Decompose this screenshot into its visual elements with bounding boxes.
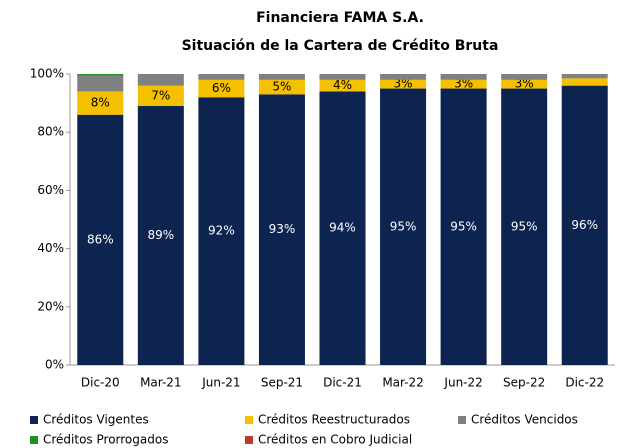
- y-tick-label: 40%: [37, 241, 64, 255]
- bar-segment: [258, 74, 305, 80]
- data-label: 94%: [329, 221, 356, 235]
- x-tick-label: Sep-22: [503, 376, 545, 390]
- bar-segment: [319, 79, 366, 92]
- data-label: 96%: [571, 218, 598, 232]
- legend-label: Créditos en Cobro Judicial: [258, 433, 412, 447]
- bar-segment: [501, 88, 548, 366]
- bar-segment: [198, 74, 245, 80]
- bar-segment: [319, 91, 366, 366]
- y-tick-label: 100%: [30, 67, 64, 81]
- bar-segment: [137, 85, 184, 107]
- chart-title: Financiera FAMA S.A.: [256, 10, 424, 26]
- x-tick-label: Dic-20: [81, 376, 120, 390]
- bar-segment: [501, 74, 548, 80]
- data-label: 4%: [333, 78, 352, 92]
- legend-swatch: [458, 416, 466, 424]
- x-tick-label: Dic-21: [323, 376, 362, 390]
- bar-segment: [380, 79, 427, 89]
- bar-segment: [380, 88, 427, 366]
- data-label: 5%: [272, 80, 291, 94]
- legend-label: Créditos Vencidos: [471, 413, 578, 427]
- legend-swatch: [30, 436, 38, 444]
- data-label: 95%: [450, 219, 477, 233]
- legend-label: Créditos Prorrogados: [43, 433, 168, 447]
- data-label: 8%: [91, 96, 110, 110]
- legend-label: Créditos Reestructurados: [258, 413, 410, 427]
- data-label: 93%: [269, 222, 296, 236]
- bar-segment: [137, 106, 184, 365]
- x-tick-label: Sep-21: [261, 376, 303, 390]
- bar-segment: [77, 91, 124, 115]
- x-tick-label: Jun-21: [201, 376, 240, 390]
- data-label: 86%: [87, 232, 114, 246]
- x-tick-label: Jun-22: [443, 376, 482, 390]
- legend-label: Créditos Vigentes: [43, 413, 149, 427]
- legend-swatch: [30, 416, 38, 424]
- data-label: 89%: [147, 228, 174, 242]
- bar-segment: [440, 79, 487, 89]
- x-tick-label: Dic-22: [565, 376, 604, 390]
- bar-segment: [561, 85, 608, 365]
- bar-segment: [380, 74, 427, 80]
- data-label: 7%: [151, 88, 170, 102]
- bar-segment: [440, 74, 487, 80]
- data-label: 95%: [511, 219, 538, 233]
- bar-segment: [440, 88, 487, 366]
- bar-segment: [561, 74, 608, 79]
- data-label: 92%: [208, 224, 235, 238]
- data-label: 95%: [390, 219, 417, 233]
- data-label: 3%: [515, 77, 534, 91]
- bar-segment: [258, 79, 305, 95]
- data-label: 6%: [212, 81, 231, 95]
- bar-segment: [77, 75, 124, 92]
- y-tick-label: 80%: [37, 125, 64, 139]
- bar-segment: [561, 78, 608, 86]
- bar-segment: [198, 97, 245, 365]
- bar-segment: [198, 79, 245, 98]
- data-label: 3%: [454, 77, 473, 91]
- x-tick-label: Mar-21: [140, 376, 181, 390]
- x-tick-label: Mar-22: [382, 376, 423, 390]
- bar-segment: [137, 74, 184, 86]
- y-tick-label: 20%: [37, 299, 64, 313]
- bar-segment: [501, 79, 548, 89]
- y-tick-label: 60%: [37, 183, 64, 197]
- bar-segment: [319, 74, 366, 80]
- y-tick-label: 0%: [45, 358, 64, 372]
- data-label: 3%: [394, 77, 413, 91]
- legend-swatch: [245, 436, 253, 444]
- bar-segment: [258, 94, 305, 366]
- bar-segment: [77, 74, 124, 76]
- bar-segment: [77, 114, 124, 366]
- chart-subtitle: Situación de la Cartera de Crédito Bruta: [182, 38, 499, 54]
- legend-swatch: [245, 416, 253, 424]
